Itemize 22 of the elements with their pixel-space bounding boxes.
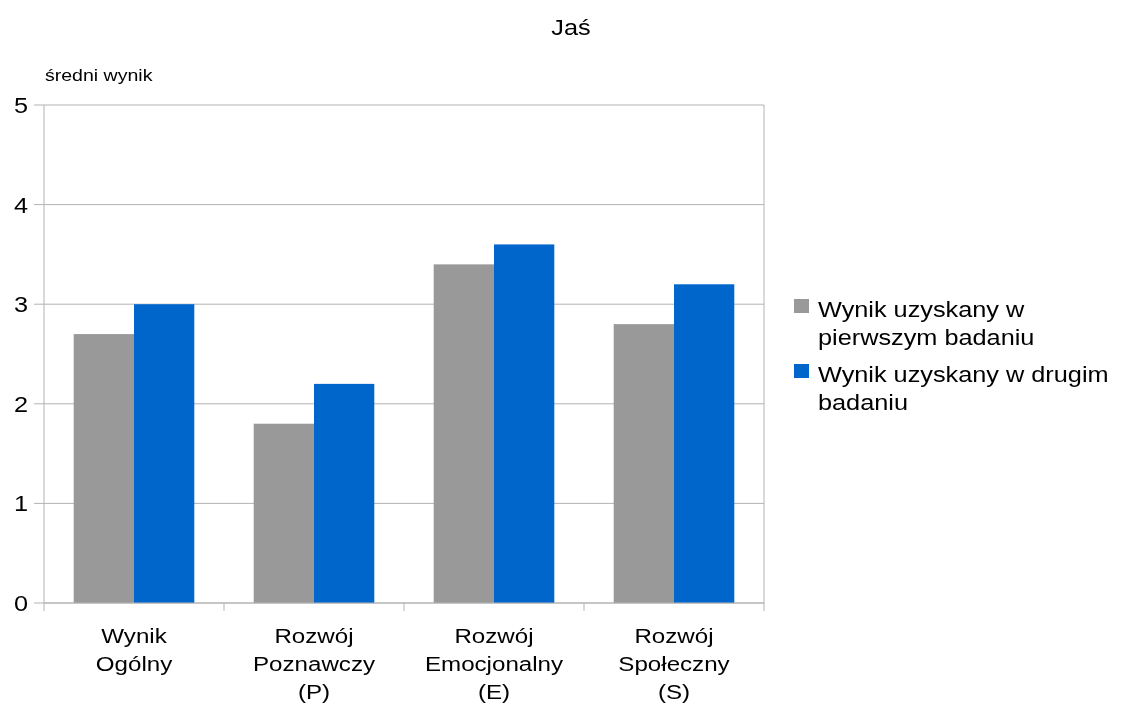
bar [494, 244, 555, 603]
y-tick-label: 5 [13, 93, 28, 118]
y-tick-label: 0 [13, 591, 28, 616]
y-tick-label: 3 [13, 292, 28, 317]
bar [613, 324, 674, 603]
bar [433, 264, 494, 603]
x-tick-label: Wynik Ogólny [95, 624, 173, 676]
x-tick-label: Rozwój Społeczny (S) [618, 624, 731, 704]
legend-label: Wynik uzyskany w pierwszym badaniu [818, 297, 1035, 350]
y-tick-label: 1 [13, 491, 28, 516]
bar [134, 304, 195, 603]
bar [73, 334, 134, 603]
y-tick-label: 2 [13, 392, 28, 417]
chart-title: Jaś [551, 15, 591, 40]
bar [674, 284, 735, 603]
x-tick-label: Rozwój Emocjonalny (E) [424, 624, 564, 704]
y-axis-title: średni wynik [45, 65, 154, 85]
legend-label: Wynik uzyskany w drugim badaniu [818, 362, 1109, 415]
x-tick-label: Rozwój Poznawczy (P) [252, 624, 376, 704]
bar [253, 423, 314, 603]
y-tick-label: 4 [13, 193, 28, 218]
bar [314, 383, 375, 603]
